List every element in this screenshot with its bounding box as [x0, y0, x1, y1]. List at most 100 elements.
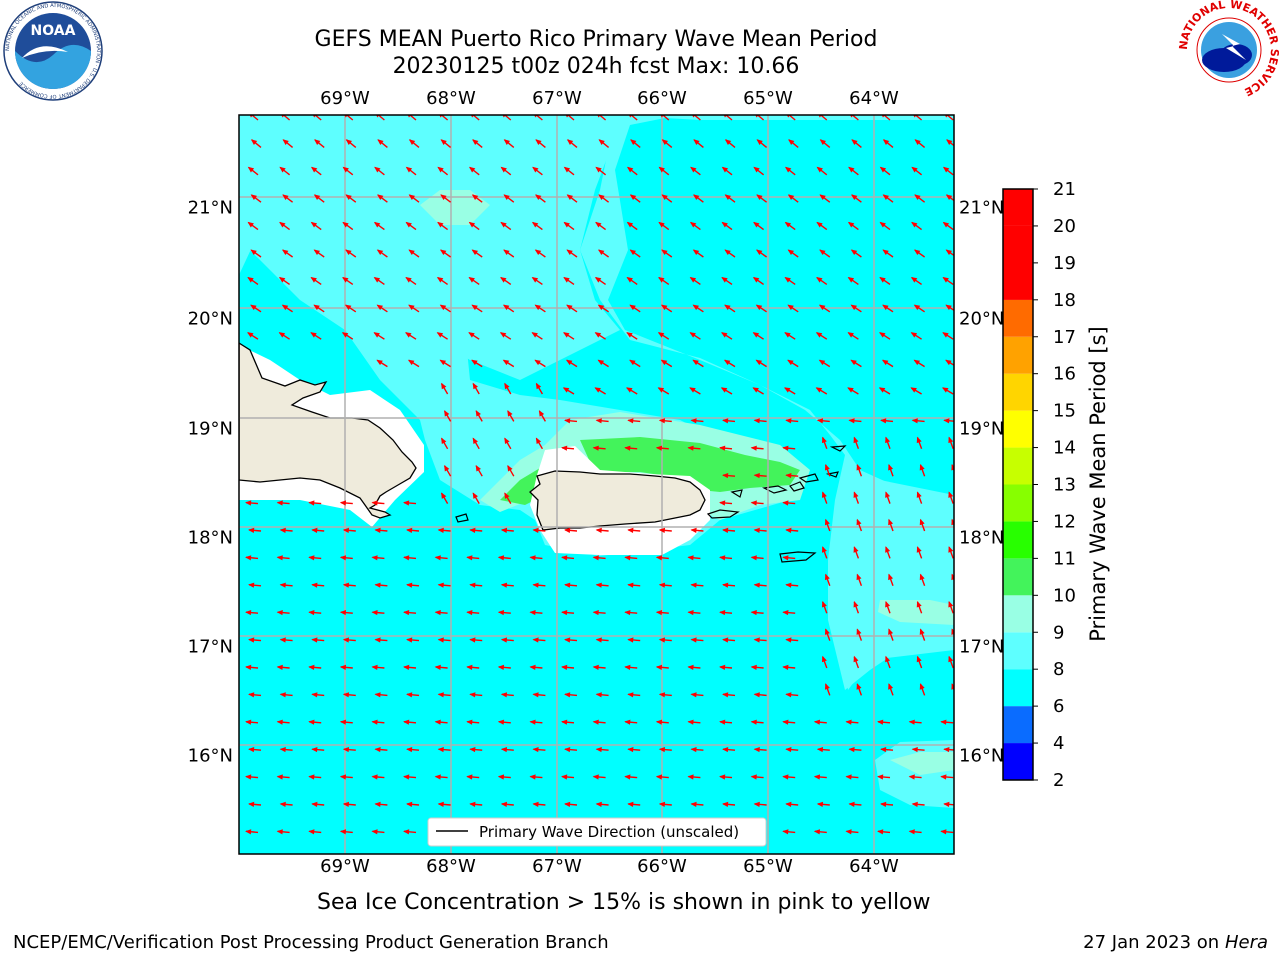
wave-arrow [689, 221, 701, 231]
wave-arrow [856, 518, 863, 532]
wave-arrow [885, 491, 891, 504]
wave-arrow [406, 692, 420, 698]
wave-arrow [405, 332, 417, 340]
wave-arrow [885, 436, 891, 450]
wave-arrow [434, 719, 448, 725]
wave-arrow [597, 359, 609, 368]
wave-arrow [916, 491, 923, 504]
wave-arrow [377, 139, 388, 148]
wave-arrow [856, 463, 863, 477]
wave-arrow [624, 555, 638, 561]
wave-arrow [658, 637, 672, 643]
wave-arrow [595, 582, 609, 588]
colorbar-tick-label: 12 [1053, 511, 1076, 532]
wave-arrow [848, 801, 862, 807]
wave-arrow [788, 139, 799, 148]
lat-label-left: 16°N [187, 745, 233, 767]
land-culebra [730, 489, 743, 498]
wave-arrow [339, 609, 353, 616]
wave-arrow [468, 277, 480, 285]
wave-arrow [753, 166, 765, 176]
wave-arrow [722, 582, 736, 588]
wave-arrow [276, 719, 290, 725]
wave-arrow [660, 359, 673, 368]
wave-arrow [690, 637, 704, 643]
wave-arrow [627, 746, 641, 753]
wave-arrow [565, 359, 578, 368]
wave-arrow [719, 719, 733, 725]
wave-arrow [756, 194, 768, 203]
wave-arrow [563, 277, 575, 285]
wave-arrow [471, 194, 483, 203]
wave-arrow [693, 139, 704, 148]
wave-arrow [948, 436, 954, 450]
wave-arrow [566, 194, 578, 203]
wave-arrow [908, 829, 922, 835]
wave-arrow [408, 194, 420, 203]
wave-arrow [282, 249, 294, 258]
wave-arrow [598, 194, 610, 203]
wave-arrow [592, 719, 606, 725]
wave-arrow [531, 221, 543, 231]
colorbar-tick-label: 18 [1053, 290, 1076, 311]
wave-arrow [845, 829, 859, 835]
wave-arrow [594, 387, 606, 395]
wave-arrow [374, 582, 388, 588]
wave-arrow [782, 555, 796, 561]
wave-arrow [785, 692, 799, 698]
wave-arrow [847, 387, 859, 395]
wave-arrow [816, 418, 830, 424]
wave-arrow [595, 527, 609, 533]
wave-arrow [371, 829, 385, 835]
wave-arrow [374, 746, 388, 753]
wave-arrow [503, 249, 515, 258]
wave-arrow [245, 609, 259, 616]
gridlines [239, 115, 954, 854]
wave-arrow [750, 609, 764, 616]
wave-arrow [279, 637, 293, 643]
wave-arrow [278, 332, 290, 340]
wave-arrow [468, 221, 480, 231]
wave-arrow [630, 139, 641, 148]
wave-arrow [405, 221, 417, 231]
wave-arrow [942, 166, 954, 176]
wave-arrow [784, 332, 796, 340]
wave-arrow [881, 359, 894, 368]
wave-arrow [250, 139, 262, 148]
wave-arrow [816, 801, 830, 807]
wave-arrow [342, 166, 354, 176]
wave-arrow [595, 221, 607, 231]
wave-arrow [342, 801, 356, 807]
wave-arrow [406, 746, 420, 753]
wave-arrow [466, 664, 480, 670]
lon-label-bottom: 66°W [637, 856, 687, 877]
wave-arrow [821, 600, 828, 614]
wave-arrow [466, 555, 480, 561]
wave-arrow [824, 683, 831, 696]
map-frame [238, 114, 955, 855]
wave-arrow [914, 139, 926, 148]
wave-arrow [627, 801, 641, 807]
colorbar-segment [1003, 225, 1033, 300]
wave-arrow [750, 774, 764, 780]
wave-arrow [722, 692, 736, 698]
footer-date: 27 Jan 2023 on Hera [1083, 932, 1268, 953]
wave-arrow [821, 546, 828, 559]
wave-arrow [405, 166, 417, 176]
wave-arrow [888, 573, 894, 587]
wave-arrow [753, 637, 767, 643]
colorbar-tick-label: 8 [1053, 659, 1064, 680]
wave-arrow [627, 527, 641, 533]
wave-arrow [595, 166, 607, 176]
wave-arrow [687, 774, 701, 780]
land-tortola [798, 473, 819, 483]
wave-arrow [948, 600, 954, 614]
wave-arrow [819, 249, 831, 258]
wave-arrow [721, 277, 733, 285]
wave-arrow [813, 774, 827, 780]
wave-arrow [504, 382, 512, 395]
wave-arrow [279, 166, 291, 176]
land-st-john [789, 481, 805, 492]
wave-arrow [276, 829, 290, 835]
wave-arrow [247, 277, 259, 285]
